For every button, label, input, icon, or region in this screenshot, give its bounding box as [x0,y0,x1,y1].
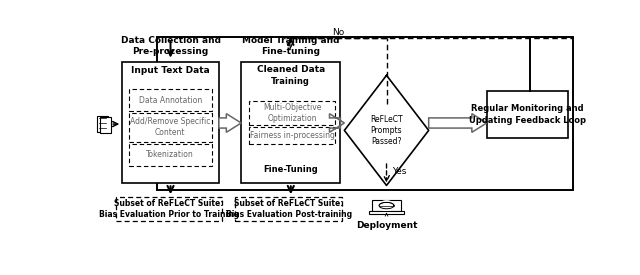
FancyBboxPatch shape [236,197,342,221]
FancyBboxPatch shape [97,116,108,132]
Text: ReFLeCT
Prompts
Passed?: ReFLeCT Prompts Passed? [370,115,403,146]
Polygon shape [379,201,394,210]
Text: Training: Training [271,77,310,86]
FancyBboxPatch shape [129,144,212,166]
FancyBboxPatch shape [249,101,335,125]
Text: Fairness in-processing: Fairness in-processing [250,131,335,140]
Text: Cleaned Data: Cleaned Data [257,65,325,74]
FancyBboxPatch shape [129,89,212,111]
FancyBboxPatch shape [157,37,573,190]
Text: Data Collection and
Pre-processing: Data Collection and Pre-processing [120,36,221,56]
Text: Input Text Data: Input Text Data [131,66,210,75]
Polygon shape [330,114,344,132]
Text: No: No [332,28,344,37]
Polygon shape [429,114,486,132]
Text: Data Annotation: Data Annotation [139,96,202,105]
FancyBboxPatch shape [369,211,404,214]
Polygon shape [219,114,241,132]
Polygon shape [344,75,429,185]
FancyBboxPatch shape [122,62,219,183]
FancyBboxPatch shape [372,200,401,211]
Text: Model Training and
Fine-tuning: Model Training and Fine-tuning [242,36,340,56]
Text: Subset of ReFLeCT Suite:
Bias Evaluation Post-training: Subset of ReFLeCT Suite: Bias Evaluation… [225,199,351,219]
FancyBboxPatch shape [129,113,212,142]
FancyBboxPatch shape [249,127,335,144]
FancyBboxPatch shape [100,117,111,133]
FancyBboxPatch shape [116,197,222,221]
Text: Subset of ReFLeCT Suite:
Bias Evaluation Prior to Training: Subset of ReFLeCT Suite: Bias Evaluation… [99,199,239,219]
Text: Multi-Objective
Optimization: Multi-Objective Optimization [263,103,321,123]
Text: Yes: Yes [392,167,407,176]
Text: Add/Remove Specific
Content: Add/Remove Specific Content [130,117,211,138]
Text: Tokenization: Tokenization [147,150,194,159]
FancyBboxPatch shape [486,91,568,138]
Text: Deployment: Deployment [356,221,417,230]
FancyBboxPatch shape [241,62,340,183]
Text: Fine-Tuning: Fine-Tuning [264,165,318,174]
Text: Regular Monitoring and
Updating Feedback Loop: Regular Monitoring and Updating Feedback… [468,104,586,125]
